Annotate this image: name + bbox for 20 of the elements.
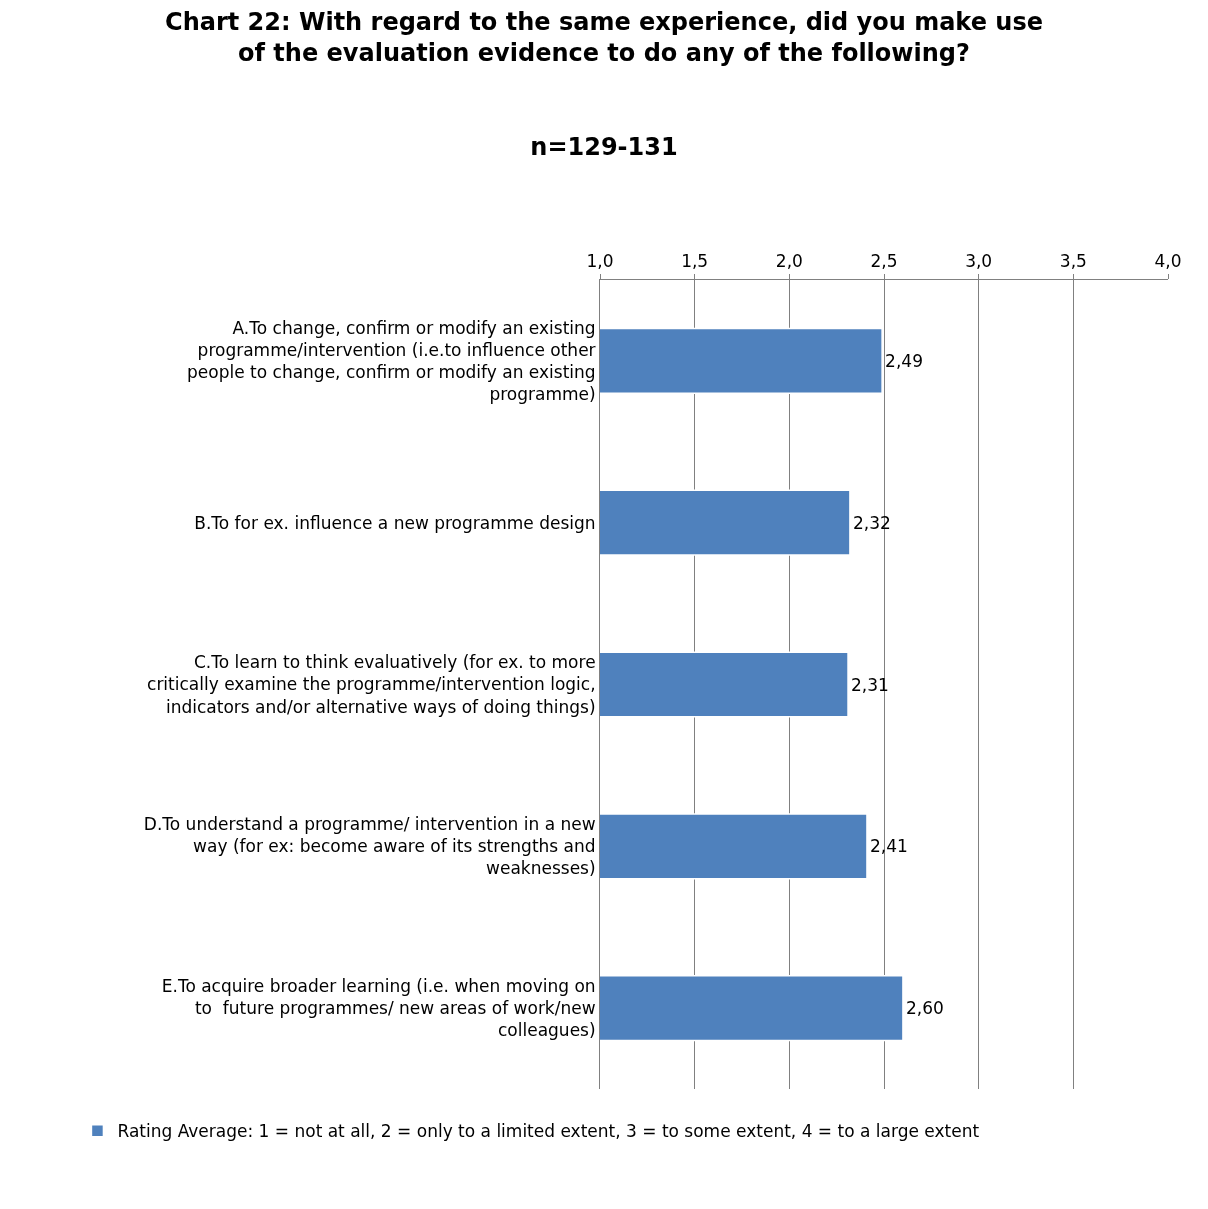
x-tick-label: 1,0 xyxy=(586,251,614,272)
y-tick-label: D.To understand a programme/ intervention in a new way (for ex: become aware of its strengths and weaknesses) xyxy=(143,814,596,879)
legend-label: Rating Average: 1 = not at all, 2 = only to a limited extent, 3 = to some extent, 4 = to a large extent xyxy=(117,1121,980,1142)
chart-subtitle: n=129-131 xyxy=(530,133,678,162)
x-tick-label: 4,0 xyxy=(1154,251,1182,272)
x-tick-label: 2,5 xyxy=(870,251,898,272)
x-tick-label: 2,0 xyxy=(775,251,803,272)
y-tick-label: C.To learn to think evaluatively (for ex. to more critically examine the programme/intervention logic, indicators and/or alternative ways of doing things) xyxy=(147,652,596,717)
data-label: 2,41 xyxy=(869,836,908,857)
y-tick-label: B.To for ex. influence a new programme design xyxy=(194,512,596,533)
y-tick-label: E.To acquire broader learning (i.e. when moving on to future programmes/ new areas of work/new colleagues) xyxy=(161,975,596,1041)
data-label: 2,49 xyxy=(885,350,923,371)
y-tick-label: A.To change, confirm or modify an existing programme/intervention (i.e.to influence other people to change, confirm or modify an existing programme) xyxy=(187,317,596,404)
data-label: 2,31 xyxy=(851,674,889,695)
x-tick-label: 3,5 xyxy=(1059,251,1087,272)
data-label: 2,32 xyxy=(852,512,891,533)
chart-title: Chart 22: With regard to the same experience, did you make use of the evaluation evidence to do any of the following? xyxy=(165,8,1043,68)
x-tick-label: 3,0 xyxy=(965,251,993,272)
data-label: 2,60 xyxy=(905,998,944,1019)
x-tick-label: 1,5 xyxy=(681,251,709,272)
